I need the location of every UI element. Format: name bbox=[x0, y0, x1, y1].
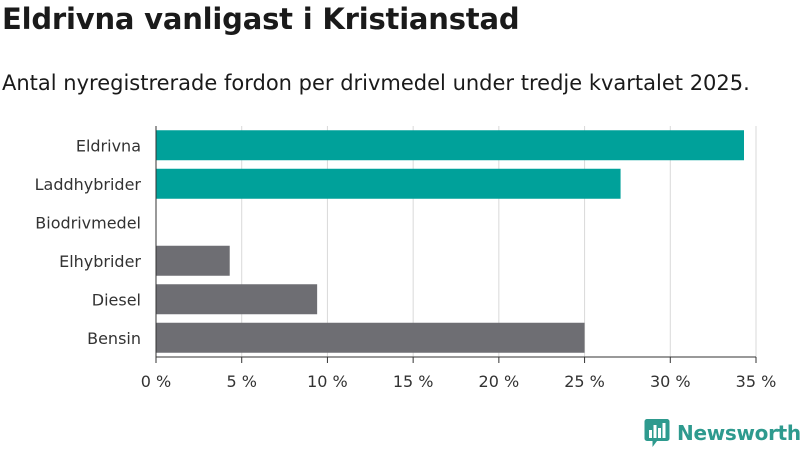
x-tick-label: 35 % bbox=[736, 372, 777, 391]
x-tick-label: 0 % bbox=[141, 372, 171, 391]
bar-eldrivna bbox=[156, 130, 744, 161]
category-label: Eldrivna bbox=[76, 136, 141, 155]
bar-laddhybrider bbox=[156, 168, 621, 199]
category-label: Laddhybrider bbox=[35, 175, 142, 194]
x-tick-label: 20 % bbox=[479, 372, 520, 391]
category-label: Elhybrider bbox=[59, 252, 141, 271]
category-label: Bensin bbox=[87, 329, 141, 348]
x-tick-label: 30 % bbox=[650, 372, 691, 391]
grid-layer bbox=[241, 126, 757, 357]
chart-title: Eldrivna vanligast i Kristianstad bbox=[2, 2, 520, 36]
x-tick-label: 10 % bbox=[307, 372, 348, 391]
category-label: Diesel bbox=[92, 290, 141, 309]
bar-bensin bbox=[156, 322, 585, 353]
chart-subtitle: Antal nyregistrerade fordon per drivmede… bbox=[2, 71, 750, 95]
x-tick-label: 25 % bbox=[564, 372, 605, 391]
newsworthy-logo-icon bbox=[644, 419, 670, 447]
brand-name: Newsworthy bbox=[677, 421, 800, 445]
label-layer: 0 % 5 % 10 % 15 % 20 % 25 % 30 % 35 % Eldrivna La… bbox=[35, 136, 777, 391]
brand: Newsworthy bbox=[644, 418, 800, 448]
category-label: Biodrivmedel bbox=[35, 213, 141, 232]
bar-elhybrider bbox=[156, 245, 230, 276]
bar-layer bbox=[156, 130, 744, 353]
x-tick-label: 5 % bbox=[226, 372, 256, 391]
axis-layer bbox=[155, 126, 757, 363]
x-tick-label: 15 % bbox=[393, 372, 434, 391]
bar-diesel bbox=[156, 284, 318, 315]
